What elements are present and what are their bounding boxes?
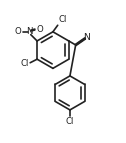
Text: Cl: Cl (21, 59, 29, 68)
Text: O: O (37, 25, 44, 34)
Text: Cl: Cl (59, 15, 67, 24)
Text: Cl: Cl (66, 117, 74, 126)
Text: N: N (27, 27, 33, 36)
Text: O: O (14, 27, 21, 36)
Text: N: N (84, 33, 90, 42)
